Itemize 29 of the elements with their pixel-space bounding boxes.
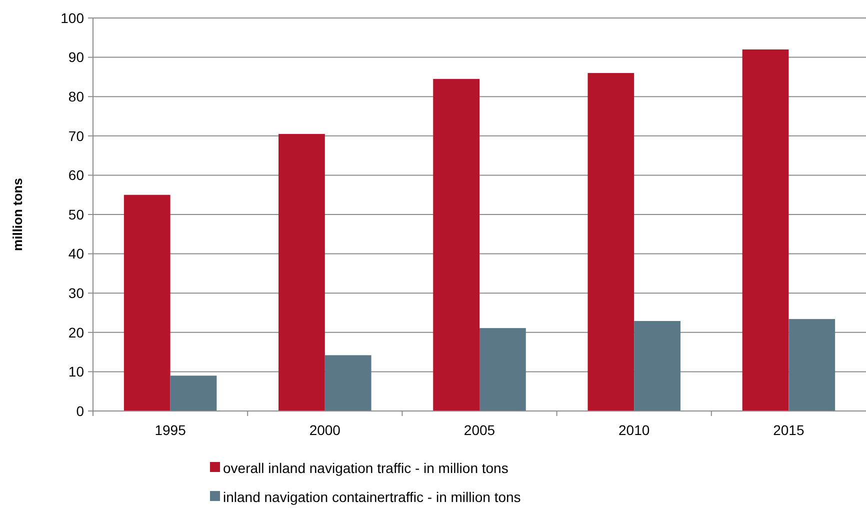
- y-axis-title: million tons: [10, 178, 25, 251]
- y-tick-label: 80: [68, 88, 84, 104]
- x-tick-label: 1995: [154, 422, 186, 438]
- bar: [788, 319, 836, 411]
- legend-label: overall inland navigation traffic - in million tons: [223, 460, 508, 476]
- y-tick-label: 50: [68, 206, 84, 222]
- legend-label: inland navigation containertraffic - in million tons: [223, 488, 521, 505]
- bar: [124, 194, 170, 411]
- x-tick-label: 2010: [618, 422, 650, 438]
- bar: [170, 376, 217, 411]
- y-tick-label: 0: [76, 402, 84, 419]
- y-tick-label: 40: [68, 246, 84, 262]
- y-tick-label: 20: [68, 324, 84, 340]
- y-tick-label: 90: [68, 49, 84, 66]
- x-tick-label: 2005: [464, 422, 496, 438]
- y-tick-label: 30: [68, 285, 84, 301]
- bar: [433, 78, 480, 411]
- y-tick-label: 100: [60, 10, 84, 26]
- y-tick-label: 70: [68, 128, 84, 144]
- bar: [480, 328, 526, 411]
- bar: [588, 73, 634, 411]
- bar: [278, 134, 325, 411]
- y-tick-label: 10: [68, 364, 84, 380]
- x-tick-label: 2000: [309, 422, 341, 438]
- bar: [634, 321, 680, 411]
- bar: [324, 355, 372, 411]
- bar: [742, 49, 789, 411]
- x-tick-label: 2015: [773, 422, 804, 438]
- y-tick-label: 60: [68, 167, 84, 184]
